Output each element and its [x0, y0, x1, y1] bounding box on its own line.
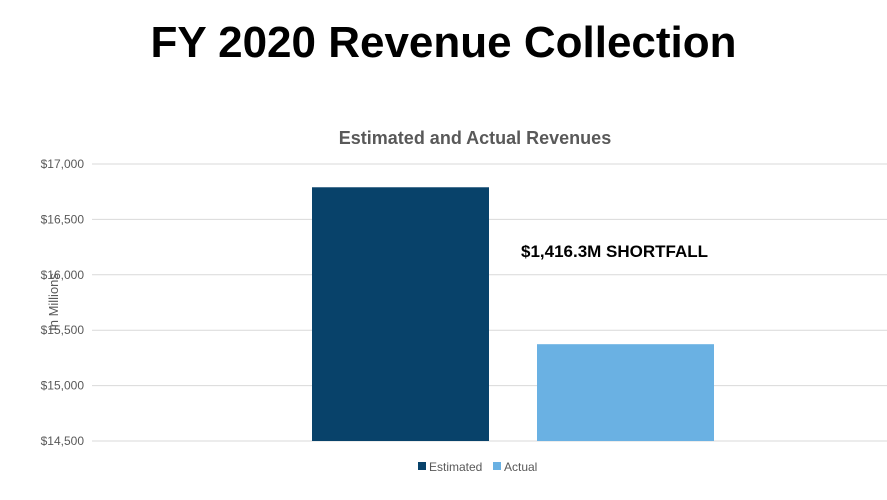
chart-title: Estimated and Actual Revenues	[338, 128, 612, 148]
y-tick-label: $16,500	[41, 212, 85, 226]
y-tick-label: $17,000	[41, 157, 85, 171]
y-tick-label: $15,000	[41, 379, 85, 393]
page-title: FY 2020 Revenue Collection	[150, 18, 737, 67]
legend-label-actual: Actual	[504, 460, 537, 474]
shortfall-annotation: $1,416.3M SHORTFALL	[521, 242, 708, 261]
y-axis-label: In Millions	[46, 273, 61, 331]
bar-actual	[537, 344, 714, 441]
y-tick-label: $14,500	[41, 434, 85, 448]
legend-swatch-actual	[493, 462, 501, 470]
bar-estimated	[312, 187, 489, 441]
y-tick-label: $16,000	[41, 268, 85, 282]
y-tick-label: $15,500	[41, 323, 85, 337]
legend-label-estimated: Estimated	[429, 460, 482, 474]
legend-swatch-estimated	[418, 462, 426, 470]
